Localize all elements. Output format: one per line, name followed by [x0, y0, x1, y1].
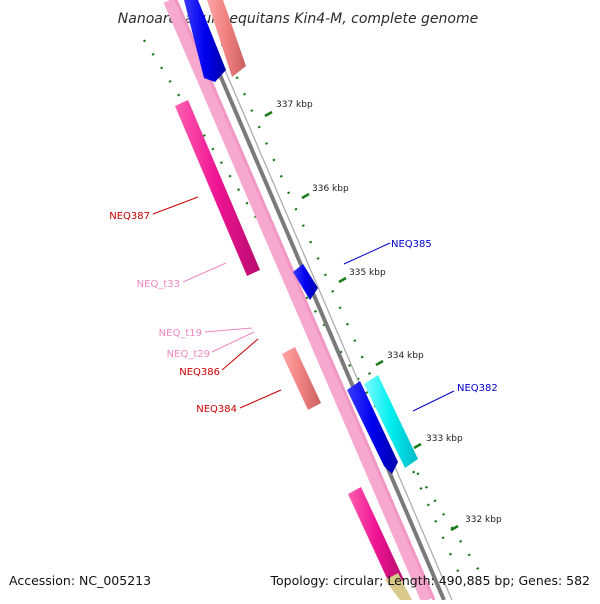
tick-label-336: 336 kbp [312, 184, 349, 194]
gene-feature-forward-top[interactable] [184, 0, 226, 82]
gene-label-NEQ384[interactable]: NEQ384 [196, 404, 237, 415]
ruler-ticks [264, 110, 459, 532]
tick-334 [375, 359, 384, 367]
tick-336 [301, 192, 310, 200]
leader-NEQ384 [239, 389, 282, 409]
tick-337 [264, 110, 273, 118]
gene-feature-NEQ382[interactable] [364, 375, 418, 468]
leader-NEQ382 [412, 390, 455, 412]
tick-label-334: 334 kbp [387, 351, 424, 361]
backbone-pink-edge [174, 0, 436, 601]
gene-label-NEQ386[interactable]: NEQ386 [179, 367, 220, 378]
genome-summary-text: Topology: circular; Length: 490,885 bp; … [270, 573, 591, 588]
gene-label-NEQ385[interactable]: NEQ385 [391, 239, 432, 250]
tick-label-333: 333 kbp [426, 434, 463, 444]
gene-label-NEQ_t29[interactable]: NEQ_t29 [167, 349, 210, 360]
gene-feature-forward-mid[interactable] [347, 381, 398, 474]
gene-label-NEQ387[interactable]: NEQ387 [109, 211, 150, 222]
leader-NEQ386 [221, 338, 259, 371]
tick-label-337: 337 kbp [276, 100, 313, 110]
tick-332 [450, 524, 459, 532]
gene-label-NEQ_t19[interactable]: NEQ_t19 [159, 328, 202, 339]
leader-NEQ_t19 [204, 327, 253, 333]
gene-label-NEQ382[interactable]: NEQ382 [457, 383, 498, 394]
gene-feature-reverse-bottom[interactable] [348, 487, 404, 587]
leader-NEQ387 [152, 196, 199, 215]
gene-label-NEQ_t33[interactable]: NEQ_t33 [137, 279, 180, 290]
gene-feature-tan-bottom[interactable] [385, 573, 412, 600]
tick-335 [338, 276, 347, 284]
map-title: Nanoarchaeum equitans Kin4-M, complete g… [118, 11, 478, 27]
inner-gc-track [220, 43, 464, 581]
tick-label-335: 335 kbp [349, 268, 386, 278]
accession-text: Accession: NC_005213 [9, 573, 151, 588]
leader-NEQ385 [343, 242, 391, 265]
gene-feature-NEQ387[interactable] [175, 100, 260, 276]
leader-lines [152, 196, 455, 412]
backbone-grey-thin [194, 0, 453, 601]
gene-feature-NEQ384[interactable] [282, 347, 321, 410]
tick-label-332: 332 kbp [465, 515, 502, 525]
leader-NEQ_t33 [182, 262, 227, 283]
gene-labels: NEQ387 NEQ_t33 NEQ_t19 NEQ_t29 NEQ386 NE… [109, 211, 498, 415]
tick-333 [413, 442, 422, 450]
gene-feature-salmon-top[interactable] [207, 0, 246, 77]
gene-feature-NEQ385[interactable] [293, 264, 318, 300]
backbone-grey-line [186, 0, 446, 601]
leader-NEQ_t29 [211, 331, 255, 353]
backbone-pink-band [163, 0, 435, 603]
